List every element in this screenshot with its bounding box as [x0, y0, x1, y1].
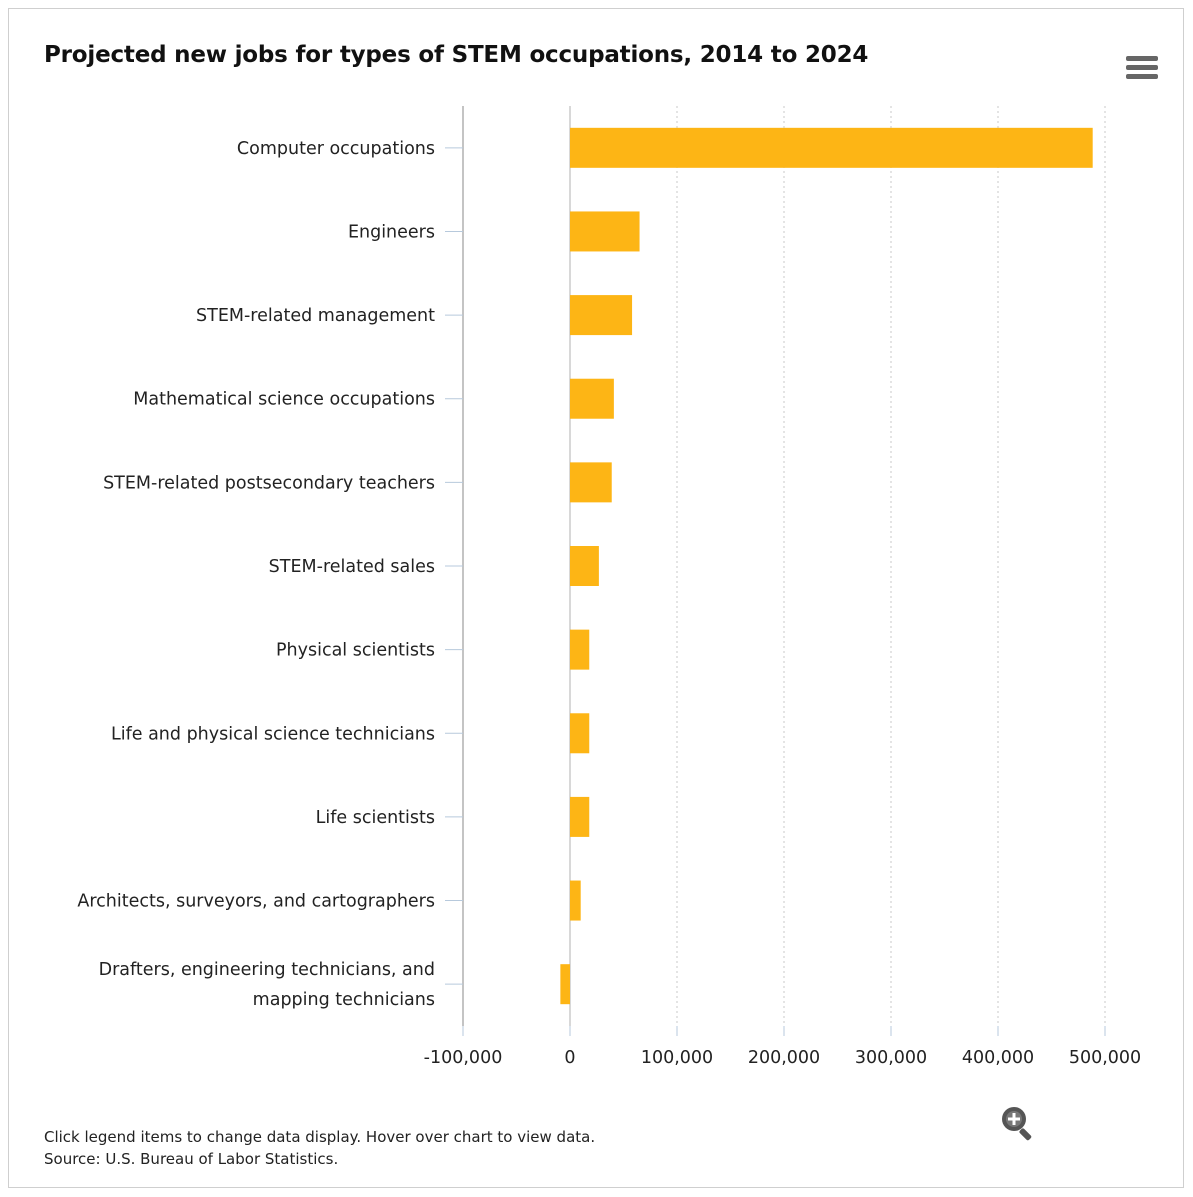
- x-tick-label: 100,000: [641, 1048, 713, 1068]
- bar-chart[interactable]: Computer occupations Engineers STEM-relate…: [0, 0, 1193, 1100]
- bar: [570, 211, 640, 252]
- bar: [570, 127, 1093, 168]
- category-label: mapping technicians: [253, 990, 435, 1010]
- bar: [570, 462, 612, 503]
- x-tick-label: -100,000: [424, 1048, 503, 1068]
- bar: [570, 378, 614, 419]
- category-label: Life and physical science technicians: [111, 724, 435, 744]
- chart-container: [8, 8, 1184, 1188]
- bar: [570, 880, 581, 921]
- category-label: STEM-related sales: [269, 557, 435, 577]
- x-tick-label: 0: [564, 1048, 575, 1068]
- bar: [570, 295, 633, 336]
- category-label: Mathematical science occupations: [133, 390, 435, 410]
- bar: [570, 546, 599, 586]
- category-label: Physical scientists: [276, 641, 435, 661]
- zoom-in-icon[interactable]: [997, 1102, 1039, 1144]
- x-tick-label: 400,000: [962, 1048, 1034, 1068]
- chart-title: Projected new jobs for types of STEM occ…: [44, 42, 869, 68]
- x-tick-label: 300,000: [855, 1048, 927, 1068]
- category-label: Engineers: [348, 222, 435, 242]
- category-label: Architects, surveyors, and cartographers: [77, 892, 435, 912]
- bar: [570, 796, 590, 837]
- x-tick-label: 200,000: [748, 1048, 820, 1068]
- chart-instructions: Click legend items to change data displa…: [44, 1128, 596, 1146]
- hamburger-menu-icon[interactable]: [1124, 56, 1160, 84]
- bar: [570, 713, 590, 754]
- category-label: Life scientists: [316, 808, 435, 828]
- category-label: STEM-related management: [196, 306, 435, 326]
- chart-source: Source: U.S. Bureau of Labor Statistics.: [44, 1150, 339, 1168]
- chart-footer: Click legend items to change data displa…: [44, 1126, 595, 1170]
- x-tick-label: 500,000: [1069, 1048, 1141, 1068]
- category-label: Computer occupations: [237, 139, 435, 159]
- category-label: Drafters, engineering technicians, and: [99, 960, 435, 980]
- bar: [570, 629, 590, 670]
- bar: [560, 964, 570, 1005]
- category-label: STEM-related postsecondary teachers: [103, 473, 435, 493]
